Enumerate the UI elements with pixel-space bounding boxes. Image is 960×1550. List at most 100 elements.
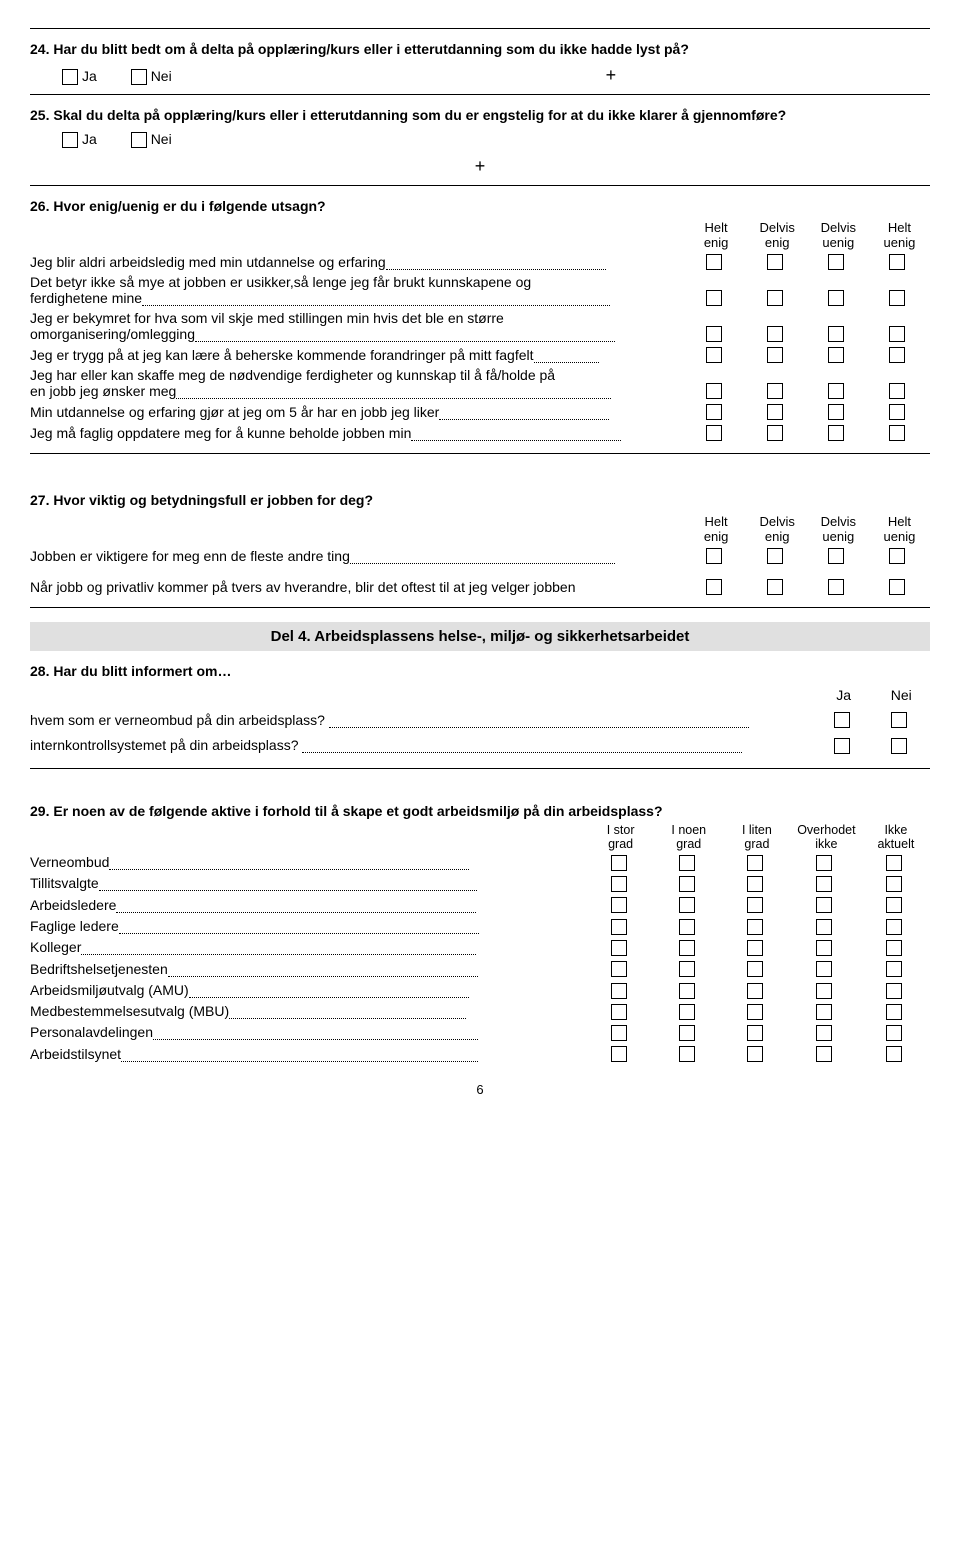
q29-r2-c4[interactable] [816,876,832,892]
q26-r2b: ferdighetene mine [30,290,142,306]
question-24: 24. Har du blitt bedt om å delta på oppl… [30,41,930,57]
q28-r1-nei[interactable] [891,712,907,728]
q29-r10-c5[interactable] [886,1046,902,1062]
q29-r2-c3[interactable] [747,876,763,892]
q29-r8-c3[interactable] [747,1004,763,1020]
q25-ja-checkbox[interactable] [62,132,78,148]
q29-r8-c4[interactable] [816,1004,832,1020]
q27-r2-c3[interactable] [828,579,844,595]
q29-r7-c2[interactable] [679,983,695,999]
q26-r3-c2[interactable] [767,326,783,342]
q26-r1-c3[interactable] [828,254,844,270]
q29-r1-c1[interactable] [611,855,627,871]
q26-r1-c2[interactable] [767,254,783,270]
q29-r6-c3[interactable] [747,961,763,977]
q29-r4-c1[interactable] [611,919,627,935]
q24-nei-checkbox[interactable] [131,69,147,85]
q29-r4-c5[interactable] [886,919,902,935]
q29-r9-c4[interactable] [816,1025,832,1041]
q29-r8-c1[interactable] [611,1004,627,1020]
q26-r6-c4[interactable] [889,404,905,420]
q29-r10-c3[interactable] [747,1046,763,1062]
q28-r2-ja[interactable] [834,738,850,754]
q24-ja-checkbox[interactable] [62,69,78,85]
q29-r3-c5[interactable] [886,897,902,913]
q26-r7-c3[interactable] [828,425,844,441]
q27-r1-c4[interactable] [889,548,905,564]
q26-r2-c1[interactable] [706,290,722,306]
q29-r10-c4[interactable] [816,1046,832,1062]
q29-r6-c1[interactable] [611,961,627,977]
q29-r10-c1[interactable] [611,1046,627,1062]
q29-r2-c5[interactable] [886,876,902,892]
q29-r10: Arbeidstilsynet [30,1046,121,1062]
q29-r1-c2[interactable] [679,855,695,871]
q29-r7-c3[interactable] [747,983,763,999]
q26-r6-c2[interactable] [767,404,783,420]
q29-r5-c5[interactable] [886,940,902,956]
q29-r4-c2[interactable] [679,919,695,935]
q28-r2-nei[interactable] [891,738,907,754]
q29-r7-c5[interactable] [886,983,902,999]
question-25: 25. Skal du delta på opplæring/kurs elle… [30,107,930,123]
q29-r1-c5[interactable] [886,855,902,871]
q29-r3-c1[interactable] [611,897,627,913]
q29-r2-c2[interactable] [679,876,695,892]
q29-r3-c2[interactable] [679,897,695,913]
q29-r5-c3[interactable] [747,940,763,956]
q26-r7-c2[interactable] [767,425,783,441]
q29-r6-c5[interactable] [886,961,902,977]
q27-r2-c4[interactable] [889,579,905,595]
q29-r2-c1[interactable] [611,876,627,892]
q29-r4-c4[interactable] [816,919,832,935]
q29-r8-c2[interactable] [679,1004,695,1020]
q27-r1-c2[interactable] [767,548,783,564]
q26-r7-c4[interactable] [889,425,905,441]
q26-r3-c1[interactable] [706,326,722,342]
q29-r9-c1[interactable] [611,1025,627,1041]
q26-r7-c1[interactable] [706,425,722,441]
q26-r6-c3[interactable] [828,404,844,420]
q27-r1-c3[interactable] [828,548,844,564]
q29-r9-c3[interactable] [747,1025,763,1041]
hdr: Helt [705,514,728,529]
q29-r9-c2[interactable] [679,1025,695,1041]
q29-r5-c2[interactable] [679,940,695,956]
q25-nei-checkbox[interactable] [131,132,147,148]
q26-r3-c3[interactable] [828,326,844,342]
q27-r2-c2[interactable] [767,579,783,595]
q29-r10-c2[interactable] [679,1046,695,1062]
q26-r3-c4[interactable] [889,326,905,342]
q26-r2-c3[interactable] [828,290,844,306]
q29-r1-c3[interactable] [747,855,763,871]
q29-r8-c5[interactable] [886,1004,902,1020]
q26-r6-c1[interactable] [706,404,722,420]
q29-r3-c3[interactable] [747,897,763,913]
q29-r3-c4[interactable] [816,897,832,913]
q28-r1-ja[interactable] [834,712,850,728]
q26-r5-c1[interactable] [706,383,722,399]
q29-r1-c4[interactable] [816,855,832,871]
q29-r9-c5[interactable] [886,1025,902,1041]
q26-r5-c4[interactable] [889,383,905,399]
q26-r5-c2[interactable] [767,383,783,399]
q29-r7-c4[interactable] [816,983,832,999]
q26-r4-c1[interactable] [706,347,722,363]
q26-r1-c1[interactable] [706,254,722,270]
q26-r1-c4[interactable] [889,254,905,270]
q26-r4-c2[interactable] [767,347,783,363]
q29-r4-c3[interactable] [747,919,763,935]
q29-r7-c1[interactable] [611,983,627,999]
q29-r5-c1[interactable] [611,940,627,956]
q29-matrix: I storgrad I noengrad I litengrad Overho… [30,823,930,1065]
q29-r5-c4[interactable] [816,940,832,956]
q27-r2-c1[interactable] [706,579,722,595]
q26-r2-c4[interactable] [889,290,905,306]
q26-r4-c3[interactable] [828,347,844,363]
q29-r6-c4[interactable] [816,961,832,977]
q26-r2-c2[interactable] [767,290,783,306]
q29-r6-c2[interactable] [679,961,695,977]
q26-r5-c3[interactable] [828,383,844,399]
q26-r4-c4[interactable] [889,347,905,363]
q27-r1-c1[interactable] [706,548,722,564]
